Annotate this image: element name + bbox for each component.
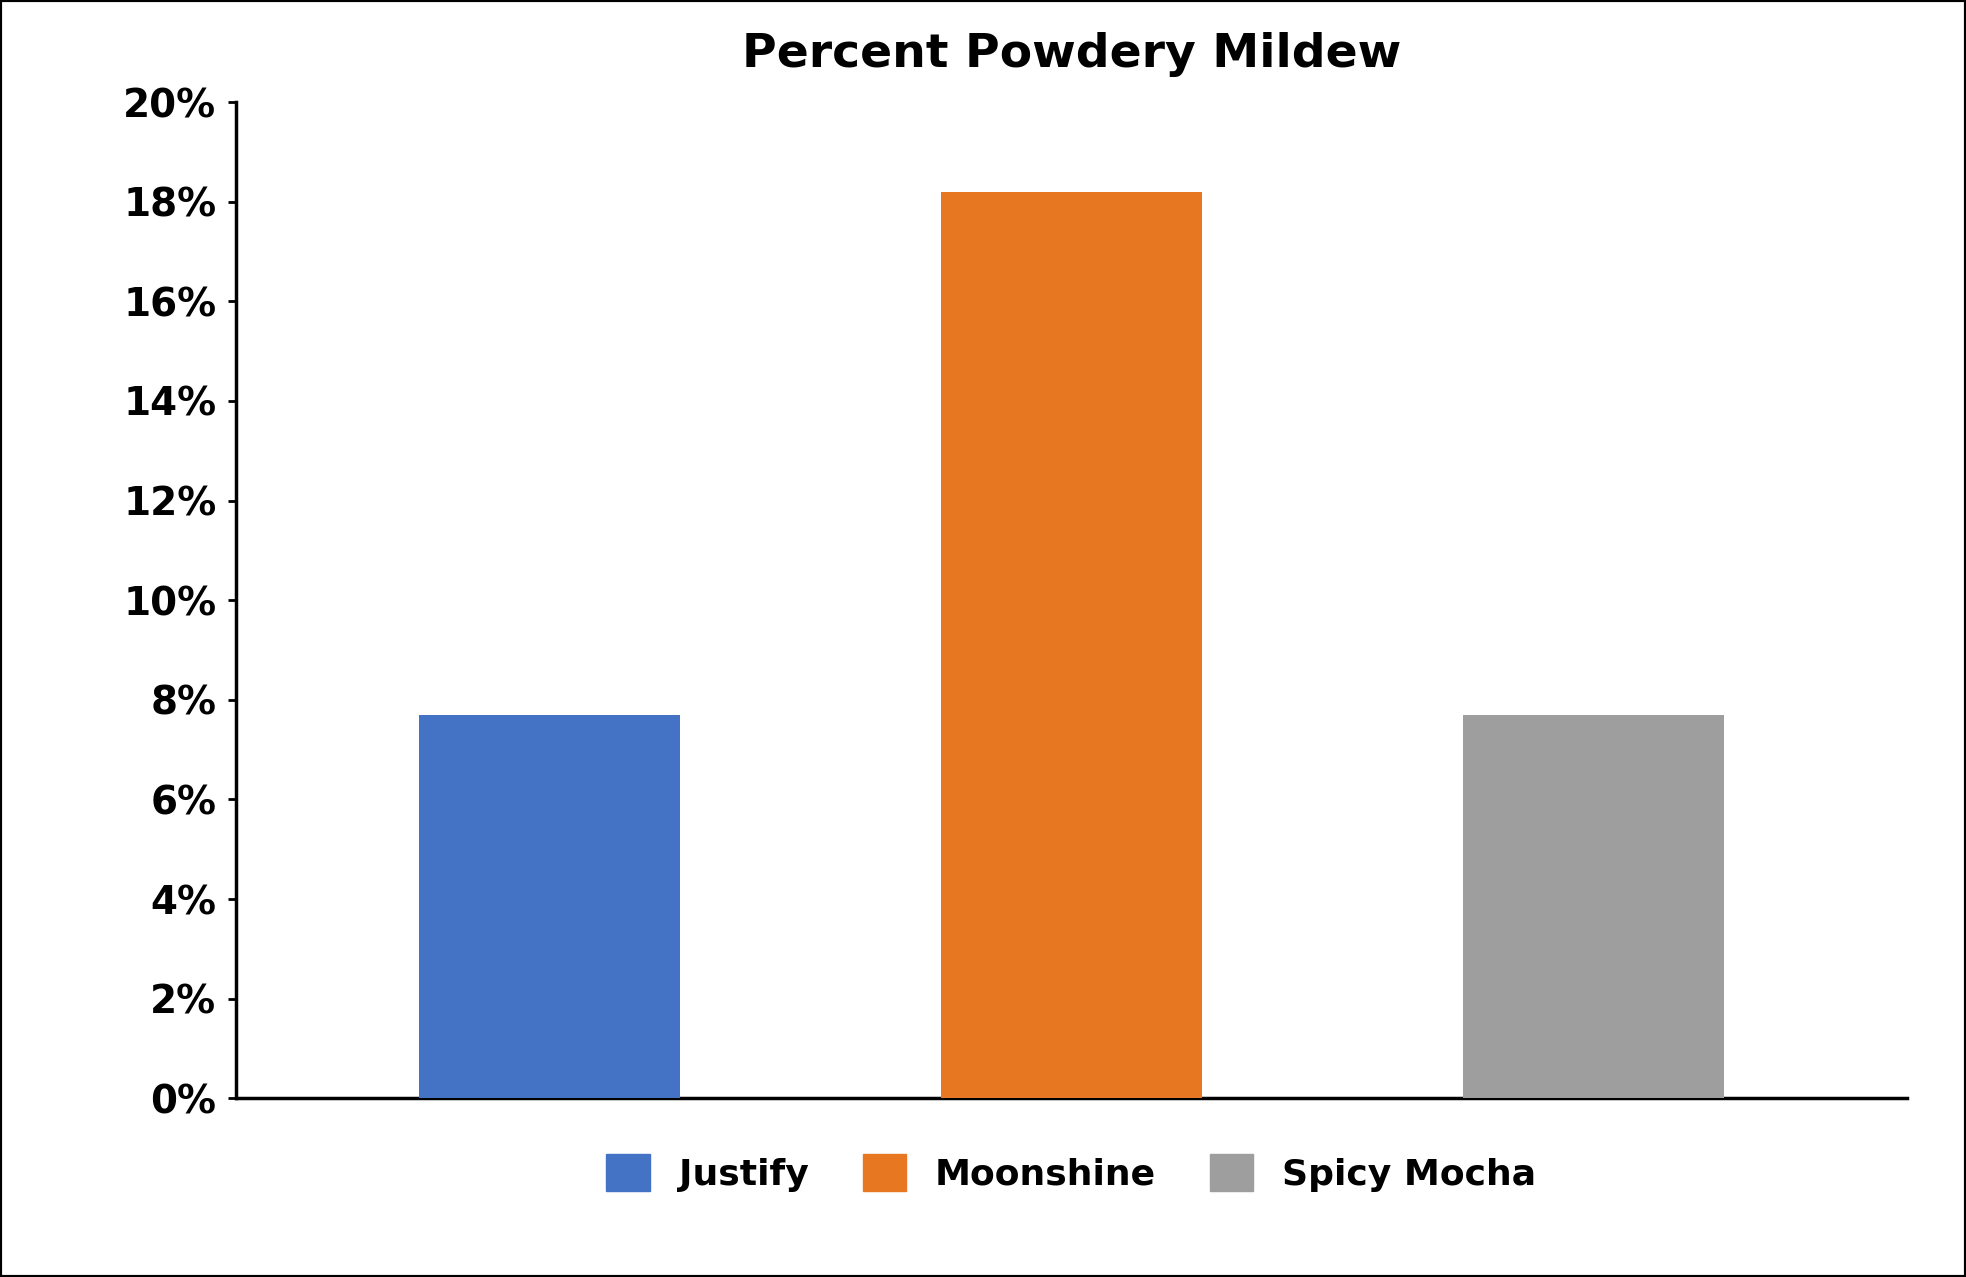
Legend: Justify, Moonshine, Spicy Mocha: Justify, Moonshine, Spicy Mocha xyxy=(588,1135,1555,1209)
Bar xyxy=(1463,715,1724,1098)
Bar xyxy=(419,715,680,1098)
Title: Percent Powdery Mildew: Percent Powdery Mildew xyxy=(741,32,1402,78)
Bar xyxy=(942,192,1201,1098)
